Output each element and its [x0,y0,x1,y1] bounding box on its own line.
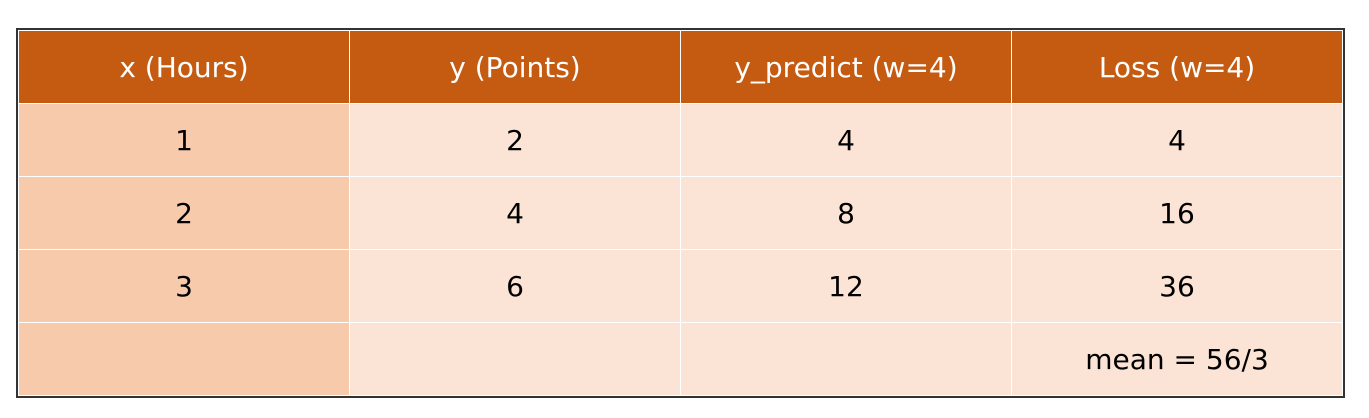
header-y-predict: y_predict (w=4) [680,30,1012,104]
cell-y-predict: 4 [680,103,1012,177]
loss-table-container: x (Hours) y (Points) y_predict (w=4) Los… [16,28,1345,398]
cell-loss-mean: mean = 56/3 [1011,322,1343,396]
cell-x-empty [18,322,350,396]
cell-y-empty [349,322,681,396]
cell-y-predict-empty [680,322,1012,396]
table-row: 2 4 8 16 [18,176,1343,250]
loss-table: x (Hours) y (Points) y_predict (w=4) Los… [16,28,1345,398]
header-row: x (Hours) y (Points) y_predict (w=4) Los… [18,30,1343,104]
table-body: 1 2 4 4 2 4 8 16 3 6 12 36 mean = 5 [18,103,1343,396]
table-row: 1 2 4 4 [18,103,1343,177]
table-row: 3 6 12 36 [18,249,1343,323]
header-y-points: y (Points) [349,30,681,104]
cell-y-predict: 12 [680,249,1012,323]
cell-y: 6 [349,249,681,323]
table-header: x (Hours) y (Points) y_predict (w=4) Los… [18,30,1343,104]
cell-x: 2 [18,176,350,250]
cell-x: 1 [18,103,350,177]
cell-y: 4 [349,176,681,250]
cell-loss: 36 [1011,249,1343,323]
header-x-hours: x (Hours) [18,30,350,104]
cell-loss: 16 [1011,176,1343,250]
cell-y: 2 [349,103,681,177]
cell-loss: 4 [1011,103,1343,177]
cell-y-predict: 8 [680,176,1012,250]
header-loss: Loss (w=4) [1011,30,1343,104]
cell-x: 3 [18,249,350,323]
table-row-mean: mean = 56/3 [18,322,1343,396]
